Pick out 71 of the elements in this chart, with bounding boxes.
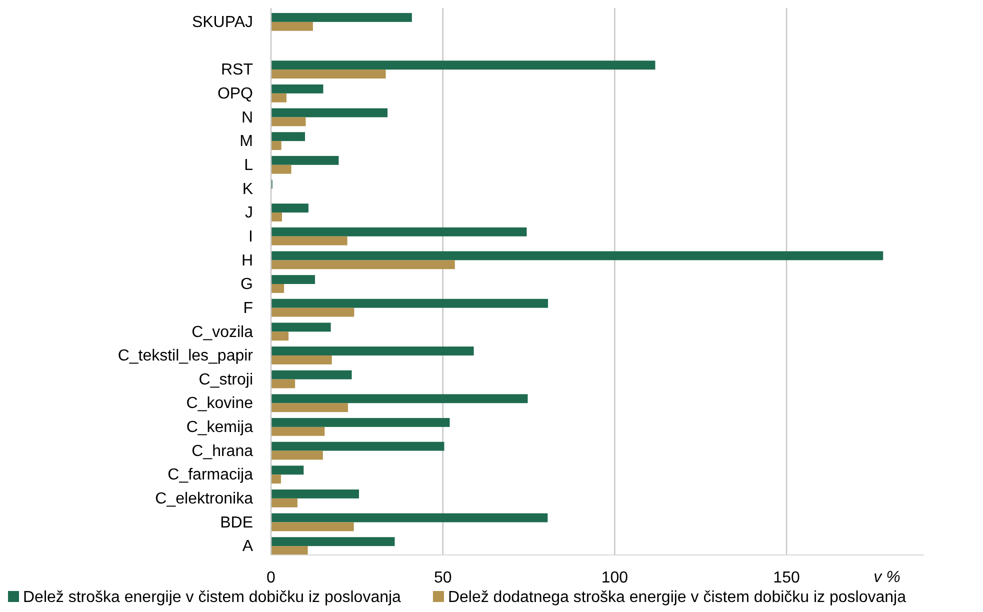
bar bbox=[271, 70, 386, 79]
y-tick-label: RST bbox=[221, 62, 254, 79]
bar bbox=[271, 450, 323, 460]
bar bbox=[271, 132, 306, 142]
bar bbox=[271, 522, 354, 532]
bar bbox=[271, 13, 412, 22]
bar bbox=[271, 466, 304, 475]
y-tick-label: C_hrana bbox=[192, 442, 254, 460]
bar bbox=[271, 284, 284, 293]
y-tick-label: C_stroji bbox=[198, 371, 253, 388]
y-tick-label: I bbox=[248, 228, 253, 246]
bar bbox=[271, 513, 548, 522]
bar bbox=[271, 298, 548, 308]
y-tick-label: C_elektronika bbox=[155, 490, 254, 508]
y-tick-label: SKUPAJ bbox=[192, 14, 253, 32]
bar bbox=[271, 108, 388, 118]
bar bbox=[271, 546, 308, 555]
y-tick-label: A bbox=[242, 538, 254, 556]
x-tick-label: 50 bbox=[434, 569, 452, 586]
y-tick-label: K bbox=[242, 180, 254, 198]
bar bbox=[271, 117, 306, 126]
legend-label: Delež dodatnega stroška energije v čistem dobičku iz poslovanja bbox=[448, 589, 906, 606]
y-tick-label: M bbox=[240, 133, 253, 150]
y-tick-label: OPQ bbox=[217, 86, 253, 103]
y-tick-label: H bbox=[241, 252, 253, 270]
y-tick-label: C_farmacija bbox=[168, 466, 254, 484]
y-tick-label: J bbox=[245, 204, 253, 222]
y-tick-label: C_vozila bbox=[192, 324, 254, 341]
y-tick-label: G bbox=[240, 276, 253, 294]
bar bbox=[271, 474, 281, 484]
bar bbox=[271, 394, 528, 404]
bar bbox=[271, 418, 450, 427]
bar bbox=[271, 403, 348, 412]
bar bbox=[271, 322, 331, 332]
bar bbox=[271, 141, 282, 150]
bar bbox=[271, 212, 282, 222]
bar bbox=[271, 60, 656, 70]
text: v % bbox=[874, 569, 900, 586]
bar bbox=[271, 275, 315, 284]
bar bbox=[271, 355, 332, 364]
y-tick-label: F bbox=[243, 300, 254, 317]
legend-label: Delež stroška energije v čistem dobičku iz poslovanja bbox=[23, 589, 402, 606]
bar bbox=[271, 537, 395, 546]
bar bbox=[271, 164, 292, 174]
bar bbox=[271, 156, 339, 165]
bar bbox=[271, 204, 308, 213]
y-tick-label: C_tekstil_les_papir bbox=[118, 348, 254, 365]
bar bbox=[271, 346, 474, 356]
bar bbox=[271, 379, 296, 388]
y-tick-label: L bbox=[244, 157, 254, 174]
y-tick-label: BDE bbox=[220, 514, 253, 532]
bar bbox=[271, 93, 286, 102]
bar bbox=[271, 332, 289, 341]
bar bbox=[271, 489, 359, 498]
x-tick-label: 0 bbox=[266, 569, 276, 586]
bar bbox=[271, 370, 352, 380]
bar bbox=[271, 227, 527, 236]
bar bbox=[271, 84, 324, 94]
y-tick-label: C_kemija bbox=[186, 419, 254, 436]
y-tick-label: C_kovine bbox=[186, 395, 254, 412]
y-tick-label: N bbox=[241, 109, 253, 126]
bar bbox=[271, 22, 313, 31]
bar bbox=[271, 442, 444, 451]
x-tick-label: 150 bbox=[773, 569, 800, 586]
bar bbox=[271, 498, 298, 508]
bar bbox=[271, 260, 455, 270]
bar bbox=[271, 251, 884, 260]
bar bbox=[271, 426, 325, 436]
bar bbox=[271, 308, 354, 317]
bar bbox=[271, 236, 348, 246]
x-tick-label: 100 bbox=[601, 569, 628, 586]
